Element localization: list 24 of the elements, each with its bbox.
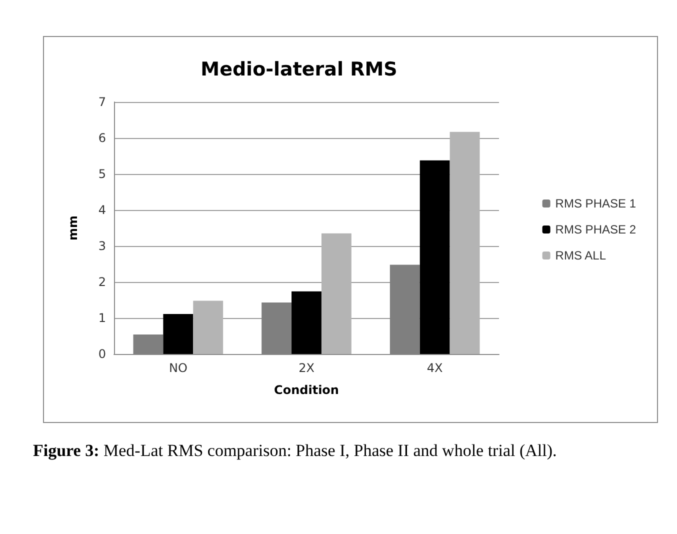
x-tick-label: NO	[168, 361, 188, 375]
y-tick-label: 7	[98, 95, 106, 109]
x-tick-label: 2X	[298, 361, 314, 375]
x-tick-label: 4X	[426, 361, 443, 375]
legend-label: RMS PHASE 1	[555, 196, 636, 210]
bar	[163, 314, 194, 354]
y-axis-title: mm	[66, 215, 80, 241]
y-tick-label: 2	[98, 275, 106, 289]
y-tick-label: 0	[98, 347, 106, 361]
legend-label: RMS ALL	[555, 248, 606, 262]
y-tick-label: 3	[98, 239, 106, 253]
bar	[321, 233, 352, 354]
x-axis-title: Condition	[274, 383, 339, 397]
bar	[450, 132, 480, 354]
y-tick-label: 1	[98, 311, 106, 325]
chart-title: Medio-lateral RMS	[200, 58, 398, 80]
y-tick-label: 4	[98, 203, 106, 217]
bar	[193, 300, 224, 354]
bar	[420, 160, 450, 354]
y-tick-label: 5	[98, 167, 106, 181]
legend-label: RMS PHASE 2	[555, 222, 636, 236]
y-tick-label: 6	[98, 131, 106, 145]
caption: Figure 3: Med-Lat RMS comparison: Phase I, Phase II and whole trial (All).	[33, 440, 558, 462]
bar	[292, 291, 322, 354]
